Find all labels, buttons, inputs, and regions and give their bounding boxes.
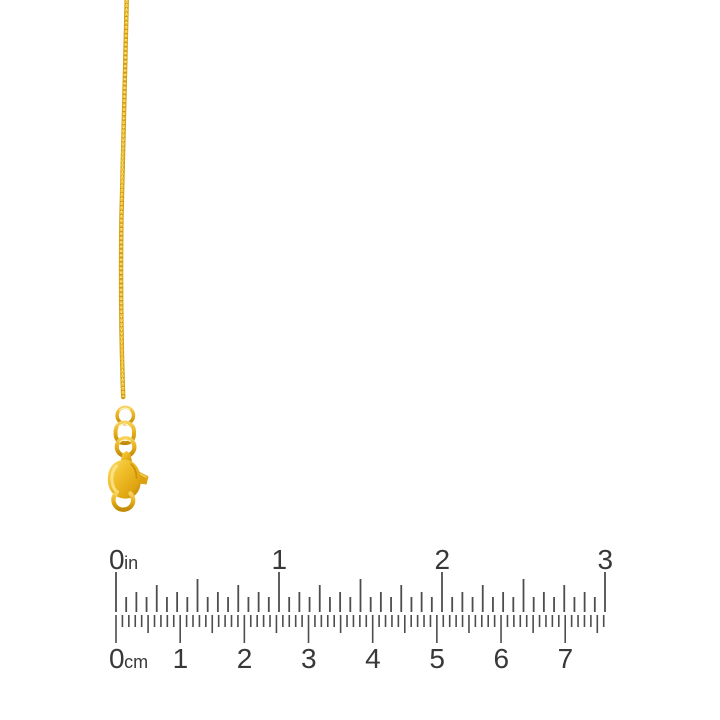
cm-label: 0cm (109, 643, 148, 674)
cm-label: 3 (301, 643, 316, 674)
chain-link (113, 420, 136, 446)
inch-scale-ticks (115, 572, 606, 612)
ruler-unit-label: in (124, 553, 138, 573)
cm-label: 7 (558, 643, 573, 674)
cm-label: 5 (429, 643, 444, 674)
lobster-clasp (107, 451, 149, 512)
gold-necklace (107, 0, 149, 512)
cm-label: 6 (494, 643, 509, 674)
inch-label: 0in (109, 544, 138, 575)
cm-scale-ticks (115, 615, 605, 643)
inch-scale-labels: 0in 1 2 3 (109, 544, 613, 575)
ruler: 0in 1 2 3 0cm 1 2 3 4 5 6 7 (109, 544, 613, 674)
inch-label: 1 (271, 544, 286, 575)
cm-label: 4 (365, 643, 380, 674)
inch-label: 2 (434, 544, 449, 575)
cm-label: 1 (173, 643, 188, 674)
ruler-unit-label: cm (124, 652, 148, 672)
cm-scale-labels: 0cm 1 2 3 4 5 6 7 (109, 643, 573, 674)
gold-chain (118, 0, 129, 400)
cm-label: 2 (237, 643, 252, 674)
inch-label: 3 (597, 544, 612, 575)
